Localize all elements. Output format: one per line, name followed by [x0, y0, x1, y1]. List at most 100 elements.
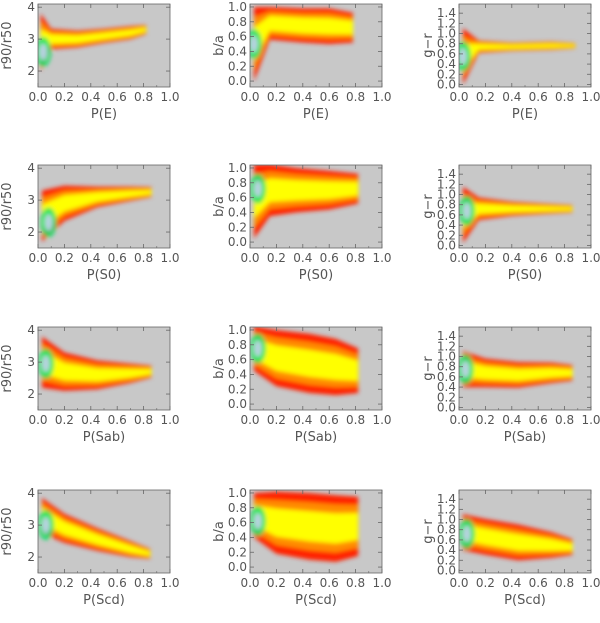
- x-tick-label: 0.6: [108, 251, 127, 265]
- density-peak-core: [462, 525, 471, 543]
- x-tick-label: 0.4: [502, 413, 521, 427]
- y-tick-label: 1.0: [228, 0, 247, 14]
- x-tick-label: 1.0: [372, 413, 391, 427]
- x-tick-label: 0.4: [81, 251, 100, 265]
- y-tick-label: 1.2: [437, 502, 456, 516]
- density-peak-core: [253, 180, 262, 198]
- y-tick-label: 0.6: [437, 208, 456, 222]
- x-tick-label: 0.8: [346, 251, 365, 265]
- x-tick-label: 0.4: [502, 251, 521, 265]
- density-peak-core: [459, 48, 467, 65]
- y-axis-label: b/a: [212, 521, 227, 542]
- y-tick-label: 1.2: [437, 177, 456, 191]
- y-tick-label: 0.6: [437, 47, 456, 61]
- x-tick-label: 1.0: [160, 251, 179, 265]
- x-tick-label: 0.0: [240, 251, 259, 265]
- x-tick-label: 0.2: [476, 576, 495, 590]
- x-tick-label: 0.0: [28, 413, 47, 427]
- y-tick-label: 3: [27, 355, 35, 369]
- y-tick-label: 0.4: [437, 218, 456, 232]
- y-tick-label: 2: [27, 387, 35, 401]
- x-tick-label: 0.4: [81, 90, 100, 104]
- y-tick-label: 2: [27, 64, 35, 78]
- y-tick-label: 1.4: [437, 329, 456, 343]
- density-contour: [42, 350, 152, 382]
- x-tick-label: 1.0: [581, 413, 600, 427]
- panel-7: 0.0 0.2 0.4 0.6 0.8 1.00.00.20.40.60.81.0P(Sa…: [212, 323, 392, 445]
- y-tick-label: 0.0: [228, 235, 247, 249]
- y-tick-label: 0.8: [228, 176, 247, 190]
- density-contour: [463, 202, 573, 228]
- x-tick-label: 1.0: [372, 90, 391, 104]
- x-tick-label: 0.6: [320, 576, 339, 590]
- y-tick-label: 1.0: [437, 27, 456, 41]
- y-axis-label: r90/r50: [0, 507, 15, 555]
- y-tick-label: 4: [27, 323, 35, 337]
- y-tick-label: 0.6: [228, 191, 247, 205]
- density-peak-core: [41, 516, 50, 534]
- density-blob: [38, 336, 152, 391]
- y-axis-label: r90/r50: [0, 21, 15, 69]
- y-tick-label: 1.4: [437, 492, 456, 506]
- x-tick-label: 0.4: [502, 576, 521, 590]
- density-blob: [250, 165, 359, 239]
- x-tick-label: 1.0: [160, 413, 179, 427]
- x-tick-label: 0.2: [267, 251, 286, 265]
- x-tick-label: 0.4: [293, 251, 312, 265]
- x-tick-label: 0.6: [320, 413, 339, 427]
- y-tick-label: 0.6: [228, 30, 247, 44]
- panel-9: 0.0 0.2 0.4 0.6 0.8 1.0 2 3 4 P(Scd) r90/r50: [0, 486, 180, 608]
- panel-8: 0.0 0.2 0.4 0.6 0.8 1.00.00.20.40.60.81.01.21…: [421, 326, 600, 445]
- x-tick-label: 0.4: [293, 576, 312, 590]
- y-tick-label: 1.0: [437, 513, 456, 527]
- y-tick-label: 0.0: [228, 74, 247, 88]
- y-tick-label: 0.6: [437, 533, 456, 547]
- y-tick-label: 0.8: [437, 198, 456, 212]
- x-tick-label: 0.0: [28, 576, 47, 590]
- density-blob: [40, 185, 152, 242]
- x-tick-label: 0.2: [476, 90, 495, 104]
- y-axis-label: g−r: [421, 519, 436, 544]
- y-tick-label: 0.8: [228, 338, 247, 352]
- x-tick-label: 0.0: [240, 576, 259, 590]
- y-tick-label: 2: [27, 550, 35, 564]
- y-tick-label: 0.0: [437, 77, 456, 91]
- y-tick-label: 1.0: [228, 323, 247, 337]
- x-tick-label: 0.0: [449, 90, 468, 104]
- y-tick-label: 0.6: [437, 370, 456, 384]
- panel-11: 0.0 0.2 0.4 0.6 0.8 1.00.00.20.40.60.81.01.21…: [421, 489, 600, 608]
- y-tick-label: 3: [27, 518, 35, 532]
- density-peak-core: [253, 512, 262, 530]
- density-peak-core: [41, 355, 50, 373]
- density-contour: [463, 186, 573, 243]
- density-peak-core: [39, 43, 48, 61]
- y-tick-label: 1.0: [228, 161, 247, 175]
- y-tick-label: 0.0: [228, 560, 247, 574]
- x-tick-label: 0.4: [81, 413, 100, 427]
- density-contour: [463, 524, 573, 551]
- density-contour: [254, 15, 353, 61]
- y-tick-label: 0.2: [228, 545, 247, 559]
- x-tick-label: 0.2: [267, 576, 286, 590]
- density-blob: [459, 186, 573, 243]
- density-contour: [254, 338, 359, 381]
- y-tick-label: 0.0: [437, 238, 456, 252]
- x-axis-label: P(Scd): [83, 593, 125, 608]
- y-tick-label: 0.4: [228, 44, 247, 58]
- y-tick-label: 0.2: [437, 67, 456, 81]
- x-tick-label: 0.8: [346, 90, 365, 104]
- panel-10: 0.0 0.2 0.4 0.6 0.8 1.00.00.20.40.60.81.0P(Sc…: [212, 486, 392, 608]
- x-tick-label: 0.2: [55, 251, 74, 265]
- y-tick-label: 1.2: [437, 16, 456, 30]
- x-tick-label: 1.0: [372, 251, 391, 265]
- x-tick-label: 0.6: [108, 576, 127, 590]
- x-tick-label: 0.8: [346, 413, 365, 427]
- x-tick-label: 0.2: [267, 413, 286, 427]
- x-axis-label: P(Scd): [504, 593, 546, 608]
- x-tick-label: 1.0: [581, 251, 600, 265]
- panel-6: 0.0 0.2 0.4 0.6 0.8 1.0 2 3 4 P(Sab) r90/r50: [0, 323, 180, 445]
- x-tick-label: 0.8: [555, 576, 574, 590]
- y-tick-label: 1.0: [228, 486, 247, 500]
- y-tick-label: 0.8: [437, 360, 456, 374]
